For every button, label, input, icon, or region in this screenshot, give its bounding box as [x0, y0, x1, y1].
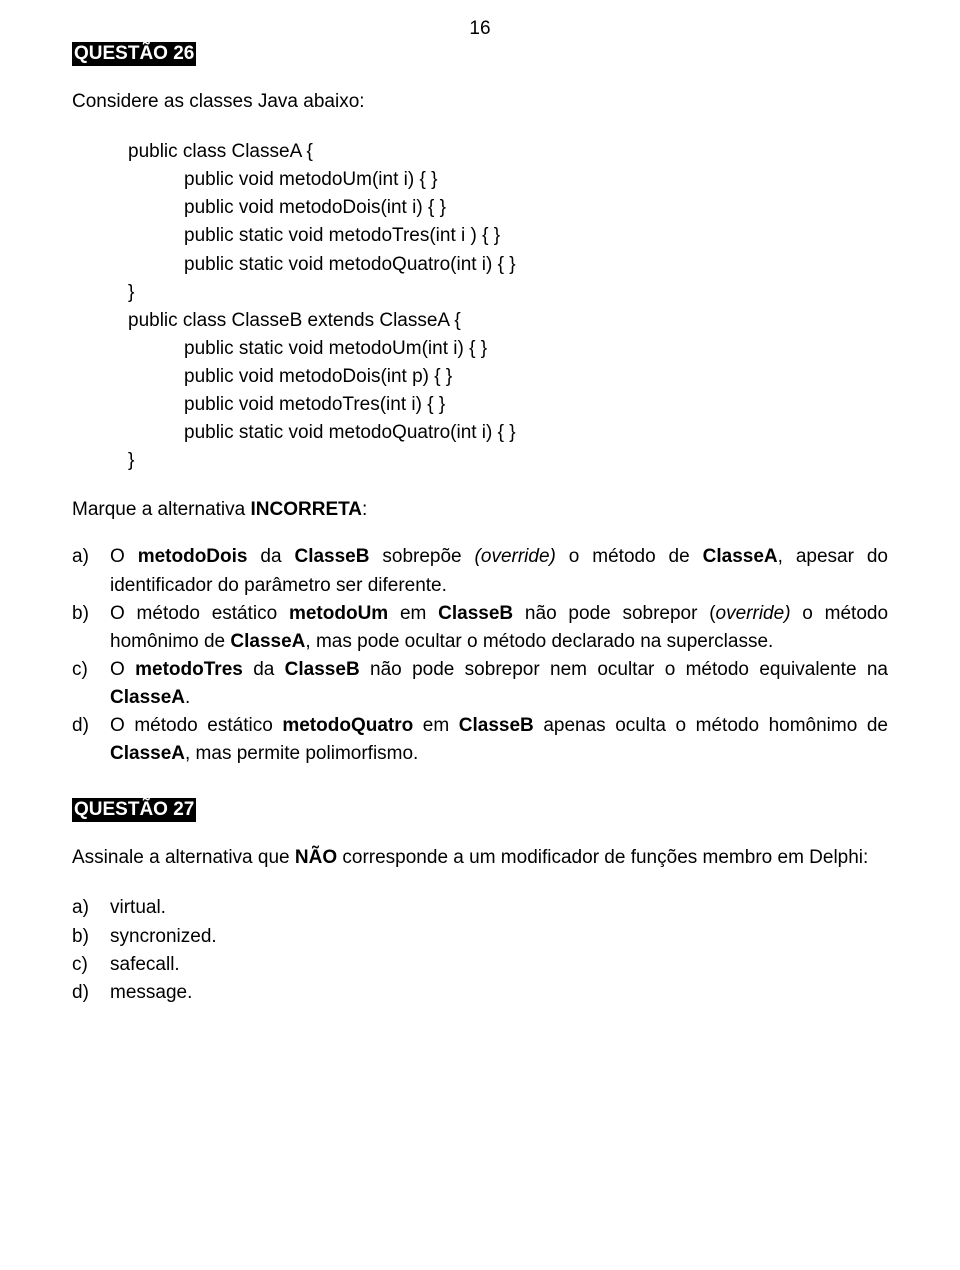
- option-marker: d): [72, 712, 110, 768]
- option-a: a) O metodoDois da ClasseB sobrepõe (ove…: [72, 543, 888, 599]
- question-27-badge: QUESTÃO 27: [72, 798, 196, 822]
- code-line: public void metodoDois(int p) { }: [128, 363, 888, 391]
- text-run: ClasseA: [703, 546, 778, 567]
- question-26-code: public class ClasseA {public void metodo…: [128, 138, 888, 475]
- text-run: metodoDois: [138, 546, 248, 567]
- text-run: o método de: [556, 546, 703, 567]
- option-body: O método estático metodoUm em ClasseB nã…: [110, 600, 888, 656]
- text-run: ClasseA: [110, 687, 185, 708]
- code-line: public static void metodoTres(int i ) { …: [128, 222, 888, 250]
- code-line: public static void metodoQuatro(int i) {…: [128, 419, 888, 447]
- option-body: O método estático metodoQuatro em Classe…: [110, 712, 888, 768]
- prompt-bold: INCORRETA: [251, 499, 363, 520]
- option-d: d) O método estático metodoQuatro em Cla…: [72, 712, 888, 768]
- text-run: sobrepõe: [369, 546, 474, 567]
- option-text: syncronized.: [110, 923, 217, 951]
- text-run: metodoUm: [289, 603, 388, 624]
- text-run: metodoQuatro: [282, 715, 413, 736]
- option: a)virtual.: [72, 894, 888, 922]
- prompt-pre: Marque a alternativa: [72, 499, 251, 520]
- prompt-post: :: [362, 499, 367, 520]
- option-body: O metodoDois da ClasseB sobrepõe (overri…: [110, 543, 888, 599]
- text-run: ClasseB: [459, 715, 534, 736]
- text-run: ClasseA: [230, 631, 305, 652]
- text-run: O método estático: [110, 603, 289, 624]
- text-run: ClasseB: [285, 659, 360, 680]
- intro-bold: NÃO: [295, 847, 337, 868]
- exam-page: 16 QUESTÃO 26 Considere as classes Java …: [0, 0, 960, 1047]
- code-line: public static void metodoQuatro(int i) {…: [128, 251, 888, 279]
- code-line: public class ClasseB extends ClasseA {: [128, 307, 888, 335]
- question-27-options: a)virtual.b)syncronized.c)safecall.d)mes…: [72, 894, 888, 1006]
- option-marker: c): [72, 656, 110, 712]
- question-26: QUESTÃO 26 Considere as classes Java aba…: [72, 42, 888, 768]
- option-body: O metodoTres da ClasseB não pode sobrepo…: [110, 656, 888, 712]
- option-c: c) O metodoTres da ClasseB não pode sobr…: [72, 656, 888, 712]
- question-26-options: a) O metodoDois da ClasseB sobrepõe (ove…: [72, 543, 888, 768]
- option-text: message.: [110, 979, 192, 1007]
- intro-post: corresponde a um modificador de funções …: [337, 847, 868, 868]
- text-run: não pode sobrepor (: [513, 603, 715, 624]
- text-run: metodoTres: [135, 659, 243, 680]
- text-run: ClasseB: [294, 546, 369, 567]
- page-number: 16: [72, 18, 888, 40]
- text-run: O: [110, 659, 135, 680]
- text-run: , mas pode ocultar o método declarado na…: [305, 631, 773, 652]
- question-26-intro: Considere as classes Java abaixo:: [72, 88, 888, 116]
- option: b)syncronized.: [72, 923, 888, 951]
- text-run: não pode sobrepor nem ocultar o método e…: [360, 659, 888, 680]
- text-run: em: [388, 603, 438, 624]
- text-run: da: [247, 546, 294, 567]
- option-marker: b): [72, 600, 110, 656]
- text-run: O: [110, 546, 138, 567]
- option-text: virtual.: [110, 894, 166, 922]
- option-marker: b): [72, 923, 110, 951]
- text-run: em: [413, 715, 459, 736]
- text-run: ClasseA: [110, 743, 185, 764]
- option: c)safecall.: [72, 951, 888, 979]
- option-text: safecall.: [110, 951, 180, 979]
- code-line: public static void metodoUm(int i) { }: [128, 335, 888, 363]
- text-run: (override): [475, 546, 556, 567]
- intro-pre: Assinale a alternativa que: [72, 847, 295, 868]
- code-line: }: [128, 447, 888, 475]
- text-run: .: [185, 687, 190, 708]
- question-26-prompt: Marque a alternativa INCORRETA:: [72, 499, 888, 521]
- question-26-badge: QUESTÃO 26: [72, 42, 196, 66]
- question-27: QUESTÃO 27 Assinale a alternativa que NÃ…: [72, 798, 888, 1007]
- text-run: da: [243, 659, 285, 680]
- option-marker: a): [72, 543, 110, 599]
- text-run: override): [716, 603, 791, 624]
- option: d)message.: [72, 979, 888, 1007]
- text-run: , mas permite polimorfismo.: [185, 743, 418, 764]
- code-line: }: [128, 279, 888, 307]
- text-run: O método estático: [110, 715, 282, 736]
- code-line: public void metodoUm(int i) { }: [128, 166, 888, 194]
- option-marker: a): [72, 894, 110, 922]
- code-line: public class ClasseA {: [128, 138, 888, 166]
- text-run: ClasseB: [438, 603, 513, 624]
- code-line: public void metodoTres(int i) { }: [128, 391, 888, 419]
- option-marker: d): [72, 979, 110, 1007]
- option-b: b) O método estático metodoUm em ClasseB…: [72, 600, 888, 656]
- question-27-intro: Assinale a alternativa que NÃO correspon…: [72, 844, 888, 872]
- text-run: apenas oculta o método homônimo de: [534, 715, 888, 736]
- code-line: public void metodoDois(int i) { }: [128, 194, 888, 222]
- option-marker: c): [72, 951, 110, 979]
